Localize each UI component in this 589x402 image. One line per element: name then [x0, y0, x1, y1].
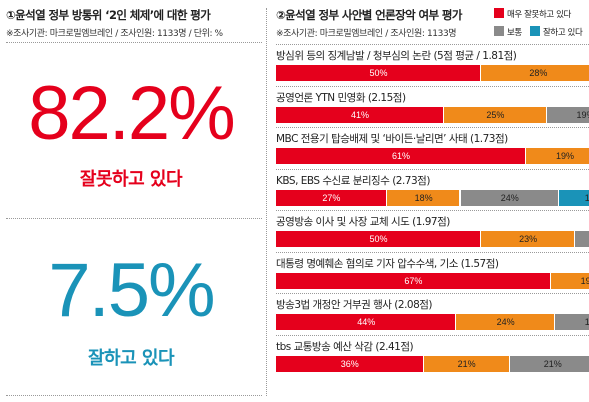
segment-value-label: 67%	[404, 275, 423, 286]
item-label: 대통령 명예훼손 혐의로 기자 압수수색, 기소 (1.57점)	[276, 257, 499, 270]
row-divider	[276, 127, 589, 128]
bar-segment	[546, 106, 589, 123]
row-divider	[276, 168, 589, 170]
legend-label: 잘하고 있다	[543, 28, 583, 38]
legend-label: 매우 잘못하고 있다	[507, 10, 571, 20]
item-label: 공영방송 이사 및 사장 교체 시도 (1.97점)	[276, 216, 450, 228]
panel-divider	[266, 8, 267, 396]
bar-segment	[276, 231, 480, 247]
stacked-bar: 44%24%19%13%	[276, 314, 589, 330]
negative-label: 잘못하고 있다	[79, 169, 183, 190]
item-label: 공영언론 YTN 민영화 (2.15점)	[276, 91, 406, 104]
bar-segment	[456, 314, 554, 330]
right-subtitle: ※조사기관: 마크로밀엠브레인 / 조사인원: 1133명	[276, 29, 457, 39]
stacked-bar: 27% 18% 24% 17%	[276, 189, 589, 206]
segment-value-label: 41%	[351, 109, 370, 120]
segment-value-label: 19%	[580, 275, 589, 286]
legend-swatch	[494, 8, 504, 18]
segment-value-label: 21%	[457, 358, 476, 369]
item-label: KBS, EBS 수신료 분리징수 (2.73점)	[276, 174, 430, 187]
row-divider	[276, 251, 589, 253]
legend-swatch	[494, 26, 504, 36]
stacked-bar: 41%25%19%15%	[276, 106, 589, 123]
right-title: ②윤석열 정부 사안별 언론장악 여부 평가	[276, 8, 462, 22]
segment-value-label: 19%	[576, 109, 589, 120]
segment-value-label: 61%	[392, 151, 411, 161]
bar-segment	[386, 189, 460, 206]
bar-segment	[481, 65, 589, 81]
bar-segment	[550, 272, 589, 289]
bar-segment	[460, 189, 558, 206]
segment-value-label: 19%	[556, 151, 575, 161]
bar-segment	[276, 355, 423, 372]
bar-segment	[444, 106, 546, 123]
positive-percent: 7.5%	[48, 248, 215, 333]
bar-segment	[276, 272, 550, 289]
left-divider-bottom	[6, 395, 262, 396]
bar-segment	[575, 231, 589, 247]
segment-value-label: 17%	[584, 192, 589, 203]
item-label: tbs 교통방송 예산 삭감 (2.41점)	[276, 340, 414, 353]
bar-segment	[276, 314, 456, 330]
legend-swatch	[530, 26, 540, 36]
stacked-bar: 50%28%13%9%	[276, 65, 589, 81]
segment-value-label: 28%	[529, 68, 548, 78]
left-panel: ①윤석열 정부 방통위 ‘2인 체제’에 대한 평가 ※조사기관: 마크로밀엠브…	[0, 0, 262, 402]
item-label: 방송3법 개정안 거부권 행사 (2.08점)	[276, 299, 433, 311]
legend-item: 보통	[494, 26, 522, 38]
right-panel: ②윤석열 정부 사안별 언론장악 여부 평가 ※조사기관: 마크로밀엠브레인 /…	[272, 0, 589, 402]
row-divider	[276, 85, 589, 87]
row-divider	[276, 44, 589, 45]
segment-value-label: 50%	[369, 234, 388, 244]
negative-percent: 82.2%	[28, 71, 236, 156]
segment-value-label: 50%	[369, 68, 388, 78]
bar-segment	[526, 148, 589, 164]
bar-segment	[481, 231, 575, 247]
bar-segment	[554, 314, 589, 330]
segment-value-label: 19%	[584, 317, 589, 327]
item-label: 방심위 등의 징계남발 / 청부심의 논란 (5점 평균 / 1.81점)	[276, 50, 517, 62]
row-divider	[276, 293, 589, 294]
legend-item: 잘하고 있다	[530, 26, 583, 38]
segment-value-label: 25%	[486, 109, 505, 120]
segment-value-label: 21%	[543, 358, 562, 369]
segment-value-label: 27%	[322, 192, 341, 203]
bar-segment	[276, 189, 386, 206]
row-divider	[276, 334, 589, 336]
bar-segment	[276, 148, 526, 164]
bar-segment	[558, 189, 589, 206]
segment-value-label: 24%	[496, 317, 515, 327]
bar-segment	[276, 65, 480, 81]
bar-segment	[276, 106, 444, 123]
segment-value-label: 14%	[575, 231, 589, 247]
stacked-bar: 50%23%14%13%	[276, 231, 589, 247]
row-divider	[276, 210, 589, 211]
stacked-bar: 67%19%8%6%	[276, 272, 589, 289]
segment-value-label: 36%	[340, 358, 359, 369]
left-subtitle: ※조사기관: 마크로밀엠브레인 / 조사인원: 1133명 / 단위: %	[6, 29, 223, 39]
positive-label: 잘하고 있다	[87, 348, 175, 369]
segment-value-label: 44%	[357, 317, 376, 327]
segment-value-label: 23%	[519, 234, 538, 244]
left-divider-middle	[6, 218, 262, 219]
left-divider-top	[6, 42, 262, 43]
stacked-bar: 61%19%11%9%	[276, 148, 589, 164]
segment-value-label: 18%	[414, 192, 433, 203]
legend-item: 매우 잘못하고 있다	[494, 8, 571, 20]
item-label: MBC 전용기 탑승배제 및 ‘바이든·날리면’ 사태 (1.73점)	[276, 133, 508, 145]
bar-segment	[423, 355, 509, 372]
bar-segment	[509, 355, 589, 372]
left-title: ①윤석열 정부 방통위 ‘2인 체제’에 대한 평가	[6, 8, 211, 22]
legend-label: 보통	[507, 28, 522, 38]
segment-value-label: 24%	[500, 192, 519, 203]
stacked-bar: 36%21%21%22%	[276, 355, 589, 372]
